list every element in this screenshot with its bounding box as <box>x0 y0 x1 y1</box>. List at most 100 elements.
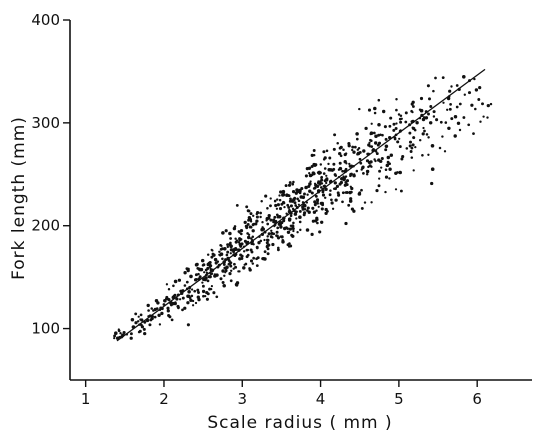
data-point <box>323 156 327 160</box>
data-point <box>207 261 211 265</box>
data-point <box>276 236 281 240</box>
data-point <box>259 215 262 219</box>
x-tick-label: 2 <box>159 390 169 408</box>
data-point <box>327 168 331 172</box>
data-point <box>289 204 293 208</box>
data-point <box>255 215 259 219</box>
data-point <box>273 215 277 219</box>
data-point <box>138 329 142 333</box>
data-point <box>117 328 120 331</box>
data-point <box>446 108 449 111</box>
data-point <box>298 209 302 213</box>
data-point <box>170 318 174 322</box>
data-point <box>399 120 403 124</box>
x-axis-title: Scale radius ( mm ) <box>207 413 392 432</box>
data-point <box>191 299 195 303</box>
data-point <box>448 107 452 111</box>
data-point <box>237 270 240 273</box>
data-point <box>329 179 333 183</box>
data-point <box>367 165 370 169</box>
data-point <box>392 128 396 132</box>
data-point <box>339 154 343 158</box>
data-point <box>272 218 276 222</box>
data-point <box>342 175 345 178</box>
data-point <box>363 201 367 204</box>
data-point <box>289 214 293 218</box>
y-tick-label: 400 <box>31 11 60 29</box>
data-point <box>186 323 190 327</box>
data-point <box>337 193 341 196</box>
data-point <box>208 287 212 291</box>
x-ticks: 1 2 3 4 5 6 <box>81 380 482 408</box>
data-point <box>311 206 315 210</box>
data-point <box>373 111 377 115</box>
data-point <box>274 219 278 223</box>
data-point <box>237 241 241 244</box>
data-point <box>224 229 228 233</box>
data-point <box>256 211 260 215</box>
data-point <box>321 203 325 207</box>
data-point <box>439 120 443 124</box>
data-point <box>229 252 232 255</box>
data-point <box>190 294 194 298</box>
data-point <box>177 306 180 309</box>
data-point <box>325 174 328 177</box>
data-point <box>360 188 363 192</box>
data-point <box>318 180 322 184</box>
data-point <box>384 137 388 141</box>
data-point <box>377 141 382 145</box>
data-point <box>339 145 343 150</box>
data-point <box>312 210 317 214</box>
data-point <box>312 187 316 190</box>
data-point <box>305 228 310 232</box>
data-point <box>278 207 283 211</box>
data-point <box>470 103 474 107</box>
data-point <box>395 122 398 125</box>
data-point <box>419 108 424 113</box>
data-point <box>263 250 267 254</box>
data-point <box>448 89 452 93</box>
y-tick-label: 300 <box>31 114 60 132</box>
data-point <box>189 274 193 279</box>
data-point <box>188 296 192 300</box>
data-point <box>388 162 391 166</box>
data-point <box>319 186 323 189</box>
data-point <box>212 253 216 257</box>
data-point <box>276 234 279 237</box>
data-point <box>408 140 413 144</box>
data-point <box>382 109 386 114</box>
data-point <box>249 225 253 229</box>
data-point <box>316 202 320 205</box>
data-point <box>341 200 344 204</box>
data-point <box>224 271 227 274</box>
x-tick-label: 6 <box>472 390 482 408</box>
data-point <box>379 159 383 163</box>
data-point <box>263 238 266 242</box>
data-point <box>276 248 280 252</box>
data-point <box>482 115 485 118</box>
data-point <box>348 164 352 168</box>
data-point <box>194 277 198 281</box>
data-point <box>157 313 161 317</box>
data-point <box>384 148 388 152</box>
data-point <box>166 306 170 310</box>
data-point <box>380 166 383 169</box>
data-point <box>275 213 279 217</box>
data-point <box>167 287 171 291</box>
data-point <box>308 189 312 193</box>
data-point <box>361 165 365 169</box>
data-point <box>298 220 302 224</box>
data-point <box>442 101 445 104</box>
data-point <box>334 198 338 202</box>
data-point <box>223 274 226 278</box>
data-point <box>347 203 351 207</box>
data-point <box>423 129 426 133</box>
data-point <box>228 259 231 263</box>
data-point <box>453 134 457 138</box>
data-point <box>307 210 311 214</box>
data-point <box>160 311 164 316</box>
data-point <box>189 298 193 302</box>
data-point <box>398 170 402 175</box>
data-point <box>245 255 249 259</box>
